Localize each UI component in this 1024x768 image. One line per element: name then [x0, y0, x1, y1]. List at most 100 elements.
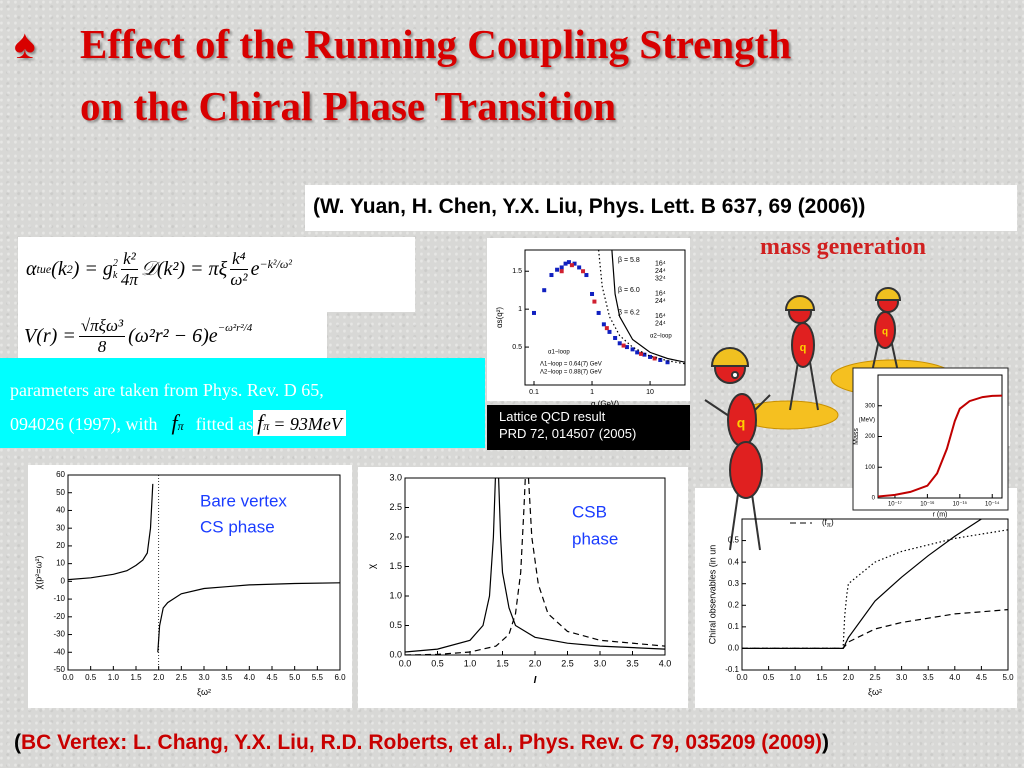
- x-tick-label: 3.5: [221, 673, 233, 682]
- y-tick-label: 2.5: [389, 502, 402, 512]
- data-line: [742, 529, 1008, 649]
- formula-text: e: [250, 258, 260, 280]
- formula-text: ) = g: [72, 258, 113, 280]
- x-tick-label: 3.5: [626, 658, 639, 668]
- x-tick-label: 4.0: [244, 673, 256, 682]
- data-point: [559, 265, 564, 270]
- data-point: [601, 322, 606, 327]
- x-tick-label: 10⁻¹⁵: [953, 501, 968, 508]
- legend-label: 32⁴: [655, 275, 666, 282]
- data-point: [590, 291, 595, 296]
- x-tick-label: 0.5: [85, 673, 97, 682]
- formula-text: 2: [66, 262, 73, 276]
- data-point: [584, 273, 589, 278]
- y-tick-label: 0.4: [728, 557, 740, 566]
- formula-text: k: [112, 269, 118, 281]
- data-point: [542, 288, 547, 293]
- x-tick-label: 1.5: [496, 658, 509, 668]
- annotation: α2−loop: [650, 334, 672, 340]
- formula-text: (k: [51, 258, 67, 280]
- annotation: phase: [572, 529, 618, 548]
- x-tick-label: 3.0: [896, 673, 908, 682]
- data-point: [566, 260, 571, 265]
- formula-2: V(r) = √πξω³ 8 (ω²r² − 6)e −ω²r²/4: [18, 312, 327, 357]
- x-tick-label: 2.0: [153, 673, 165, 682]
- data-point: [592, 299, 597, 304]
- legend-text: ): [831, 518, 834, 527]
- data-point: [665, 360, 670, 365]
- reference-bottom: (BC Vertex: L. Chang, Y.X. Liu, R.D. Rob…: [14, 731, 829, 755]
- annotation: Λ2−loop = 0.88(7) GeV: [540, 370, 602, 376]
- data-point: [652, 356, 657, 361]
- y-axis-label: χ(p²=ω²): [34, 555, 44, 589]
- y-tick-label: 0: [872, 496, 876, 502]
- formula-text: V(r) =: [24, 325, 76, 347]
- y-tick-label: -30: [53, 630, 65, 639]
- formula-text: −k²/ω²: [259, 257, 292, 271]
- y-tick-label: 0.5: [512, 344, 522, 351]
- lattice-caption: Lattice QCD result: [499, 409, 606, 424]
- annotation: CS phase: [200, 517, 275, 536]
- x-axis-label: r (m): [933, 512, 948, 519]
- formula-text: 4π: [120, 270, 138, 289]
- x-tick-label: 0.5: [763, 673, 775, 682]
- x-axis-label: ξω²: [197, 687, 211, 697]
- legend-label: 16⁴: [655, 290, 666, 297]
- legend-text: (f: [822, 518, 828, 527]
- data-point: [549, 273, 554, 278]
- x-tick-label: 1.0: [790, 673, 802, 682]
- y-tick-label: 3.0: [389, 472, 402, 482]
- mass-generation: mass generation: [760, 234, 926, 260]
- x-tick-label: 2.0: [529, 658, 542, 668]
- data-line: [68, 483, 340, 653]
- data-point: [658, 357, 663, 362]
- formula-text: k²: [121, 249, 138, 270]
- data-line: [405, 478, 665, 653]
- y-axis-label: (MeV): [859, 418, 875, 424]
- annotation: α1−loop: [548, 350, 570, 356]
- x-tick-label: 5.0: [289, 673, 301, 682]
- x-tick-label: 0.0: [736, 673, 748, 682]
- x-tick-label: 1.5: [816, 673, 828, 682]
- legend-label: (fπ): [822, 518, 834, 528]
- y-tick-label: 0.0: [728, 644, 740, 653]
- title-line-1: Effect of the Running Coupling Strength: [80, 21, 792, 67]
- data-point: [639, 351, 644, 356]
- f-pi-sub: π: [263, 419, 270, 433]
- y-tick-label: 200: [865, 434, 876, 440]
- formula-text: −ω²r²/4: [217, 322, 253, 334]
- chart: 0.1 1 10 0.5 1 1.5 q (GeV) αs(q²) α1−loop α2−loop…: [495, 249, 686, 409]
- x-tick-label: 1: [590, 389, 594, 396]
- formula-text: α: [26, 258, 37, 280]
- y-tick-label: 30: [56, 523, 65, 532]
- x-tick-label: 1.0: [108, 673, 120, 682]
- y-tick-label: 10: [56, 559, 65, 568]
- chart-box: [358, 467, 688, 708]
- y-tick-label: 2.0: [389, 531, 402, 541]
- parameters-line-1: parameters are taken from Phys. Rev. D 6…: [10, 380, 324, 400]
- x-tick-label: 4.0: [949, 673, 961, 682]
- x-tick-label: 0.5: [431, 658, 444, 668]
- x-tick-label: 5.0: [1002, 673, 1014, 682]
- x-tick-label: 4.0: [659, 658, 672, 668]
- lattice-caption-box: Lattice QCD result PRD 72, 014507 (2005): [487, 405, 690, 450]
- chart: 0.0 0.5 1.0 1.5 2.0 2.5 3.0 3.5 4.0 4.5 5.0-0.10.0…: [708, 518, 1015, 697]
- formula-text: √πξω³: [78, 316, 126, 337]
- parameters-box: parameters are taken from Phys. Rev. D 6…: [0, 358, 485, 448]
- y-tick-label: 20: [56, 541, 65, 550]
- data-line: [742, 609, 1008, 649]
- paren: (: [14, 731, 21, 754]
- x-tick-label: 0.0: [62, 673, 74, 682]
- x-axis-label: I: [534, 675, 537, 686]
- formula-text: 8: [97, 337, 107, 356]
- x-tick-label: 6.0: [334, 673, 346, 682]
- y-axis-label: αs(q²): [495, 307, 504, 328]
- data-point: [624, 345, 629, 350]
- data-line: [405, 478, 665, 655]
- x-tick-label: 3.0: [594, 658, 607, 668]
- y-tick-label: -40: [53, 647, 65, 656]
- lattice-caption: PRD 72, 014507 (2005): [499, 426, 637, 441]
- data-point: [572, 261, 577, 266]
